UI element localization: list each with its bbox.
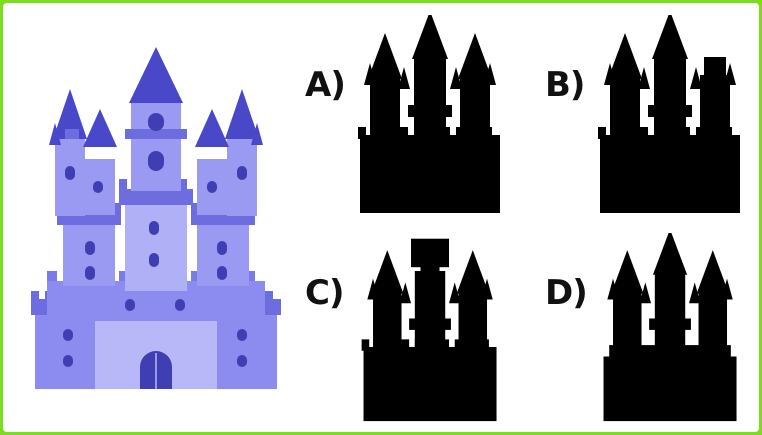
option-a-label: A)	[305, 65, 346, 105]
option-b[interactable]: B)	[543, 15, 743, 223]
option-d-label: D)	[545, 273, 588, 313]
castle-silhouette-c	[361, 238, 497, 422]
castle-silhouette-b	[598, 15, 740, 213]
option-d[interactable]: D)	[543, 233, 743, 428]
option-c[interactable]: C)	[303, 233, 503, 428]
castle-silhouette-a	[358, 15, 500, 213]
castle-silhouette-d	[603, 233, 737, 422]
option-c-label: C)	[305, 273, 344, 313]
reference-castle	[25, 41, 287, 401]
castle-illustration	[31, 47, 281, 389]
puzzle-card: A) B)	[3, 3, 759, 432]
option-a[interactable]: A)	[303, 15, 503, 223]
option-b-label: B)	[545, 65, 585, 105]
